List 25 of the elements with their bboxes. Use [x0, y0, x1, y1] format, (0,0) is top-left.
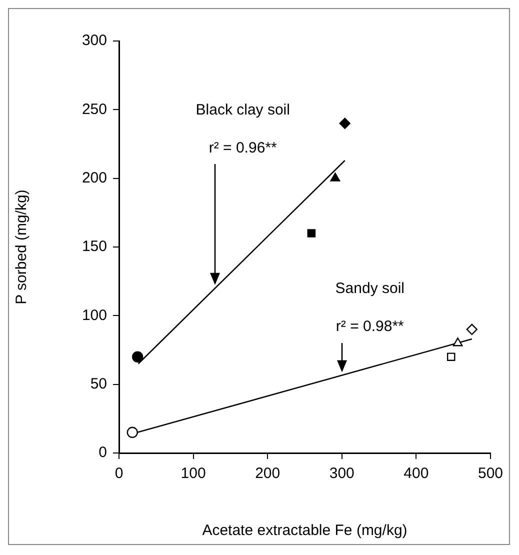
y-tick-label: 150 [82, 238, 107, 256]
y-tick-label: 0 [98, 444, 107, 462]
point [132, 351, 144, 362]
point [330, 172, 340, 182]
annotation: r² = 0.98** [336, 318, 404, 336]
annotation: Sandy soil [335, 280, 405, 298]
x-axis-title: Acetate extractable Fe (mg/kg) [202, 522, 408, 540]
x-tick-label: 0 [114, 465, 124, 482]
y-tick-label: 100 [82, 306, 107, 324]
y-tick-label: 200 [82, 169, 107, 186]
y-tick-label: 50 [90, 375, 107, 392]
x-tick-label: 400 [404, 465, 429, 482]
point [126, 426, 138, 438]
x-tick-label: 500 [478, 465, 503, 482]
point [466, 324, 478, 335]
annotation: Black clay soil [196, 102, 290, 119]
x-tick-label: 200 [255, 465, 280, 482]
y-axis-title: P sorbed (mg/kg) [13, 190, 30, 304]
point [339, 118, 350, 129]
y-tick-label: 300 [82, 32, 107, 50]
point [452, 338, 463, 346]
x-tick-label: 300 [329, 465, 354, 482]
y-tick-label: 250 [82, 100, 107, 118]
annotation: r² = 0.96** [208, 140, 277, 157]
x-tick-label: 100 [180, 465, 206, 482]
